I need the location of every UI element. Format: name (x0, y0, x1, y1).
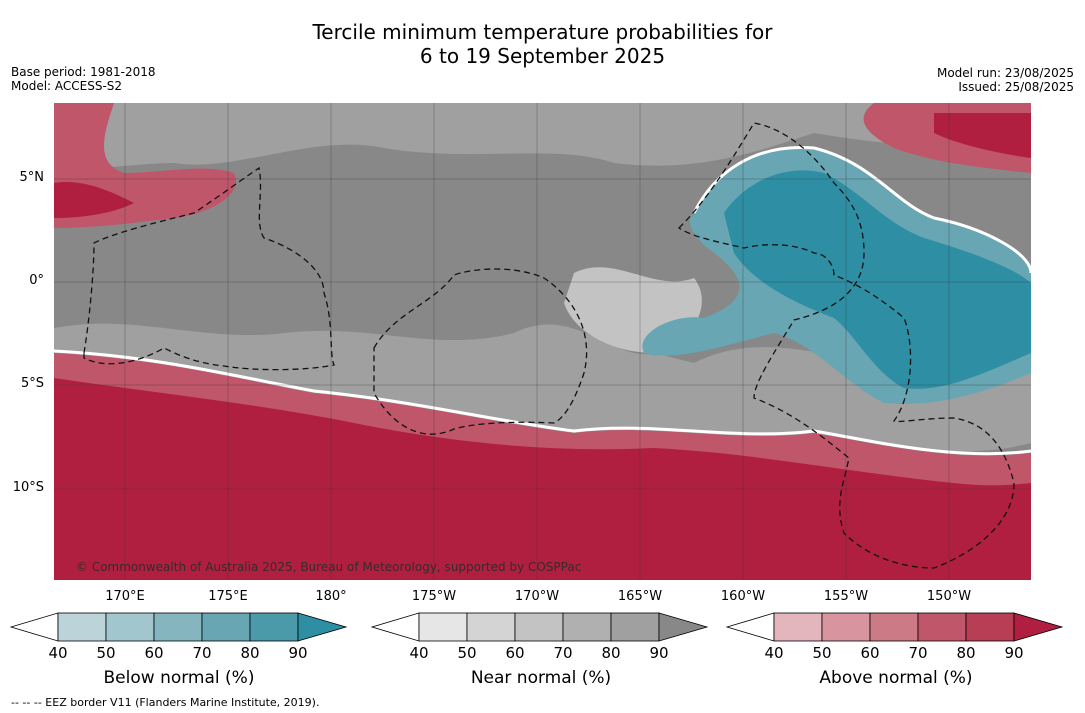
chart-title: Tercile minimum temperature probabilitie… (0, 20, 1085, 68)
colorbar-tick-label: 40 (48, 644, 68, 662)
x-tick-175w: 175°W (411, 589, 457, 604)
base-period: Base period: 1981-2018 (11, 65, 156, 79)
colorbar-tick-label: 60 (505, 644, 525, 662)
colorbar-segment-2 (153, 612, 203, 642)
x-tick-175e: 175°E (208, 589, 248, 604)
colorbar-tick-label: 80 (601, 644, 621, 662)
y-tick-5n: 5°N (19, 170, 45, 185)
x-tick-155w: 155°W (823, 589, 869, 604)
near-normal-band-south (54, 323, 1031, 452)
title-line-1: Tercile minimum temperature probabilitie… (312, 20, 773, 44)
colorbar-tick-label: 80 (240, 644, 260, 662)
below-normal-contour (692, 145, 1031, 274)
meta-right: Model run: 23/08/2025 Issued: 25/08/2025 (937, 66, 1074, 94)
above-normal-south-core (54, 378, 1031, 580)
colorbar-tick-label: 50 (812, 644, 832, 662)
colorbar-extend-low (371, 612, 420, 642)
above-normal-northwest-core (54, 182, 134, 218)
colorbar-tick-label: 70 (908, 644, 928, 662)
model-name: Model: ACCESS-S2 (11, 79, 123, 93)
y-tick-10s: 10°S (12, 480, 44, 495)
colorbar-segment-0 (773, 612, 823, 642)
issued-date: Issued: 25/08/2025 (958, 80, 1074, 94)
colorbar-segment-4 (249, 612, 299, 642)
colorbar-tick-label: 70 (192, 644, 212, 662)
colorbar-near (371, 612, 709, 642)
colorbar-below (10, 612, 348, 642)
colorbar-segment-0 (57, 612, 107, 642)
footnote: -- -- -- EEZ border V11 (Flanders Marine… (11, 696, 320, 709)
colorbar-tick-label: 60 (144, 644, 164, 662)
colorbar-tick-label: 40 (409, 644, 429, 662)
colorbar-below-title: Below normal (%) (103, 668, 255, 688)
meta-left: Base period: 1981-2018 Model: ACCESS-S2 (11, 65, 156, 93)
colorbar-segment-2 (869, 612, 919, 642)
y-tick-5s: 5°S (20, 376, 44, 391)
colorbar-extend-high (658, 612, 709, 642)
above-normal-northeast-core (934, 113, 1031, 158)
colorbar-segment-1 (105, 612, 155, 642)
eez-borders (83, 122, 1015, 569)
colorbar-segment-3 (562, 612, 612, 642)
colorbar-extend-low (726, 612, 775, 642)
copyright: © Commonwealth of Australia 2025, Bureau… (76, 560, 581, 574)
title-line-2: 6 to 19 September 2025 (419, 44, 666, 68)
x-tick-160w: 160°W (720, 589, 766, 604)
colorbar-tick-label: 90 (1004, 644, 1024, 662)
colorbar-tick-label: 90 (288, 644, 308, 662)
x-tick-165w: 165°W (617, 589, 663, 604)
colorbar-segment-3 (917, 612, 967, 642)
near-normal-band-north (54, 103, 1031, 168)
x-tick-170e: 170°E (105, 589, 145, 604)
x-tick-180: 180° (315, 589, 347, 604)
gridlines (54, 103, 1031, 580)
x-tick-170w: 170°W (514, 589, 560, 604)
colorbar-segment-4 (965, 612, 1015, 642)
colorbar-tick-label: 40 (764, 644, 784, 662)
probability-map: © Commonwealth of Australia 2025, Bureau… (54, 103, 1031, 580)
colorbar-extend-high (297, 612, 348, 642)
colorbar-extend-high (1013, 612, 1064, 642)
colorbar-segment-3 (201, 612, 251, 642)
colorbar-tick-label: 70 (553, 644, 573, 662)
above-normal-south-contour (54, 349, 1031, 456)
colorbar-segment-4 (610, 612, 660, 642)
colorbar-tick-label: 80 (956, 644, 976, 662)
colorbar-extend-low (10, 612, 59, 642)
colorbar-tick-label: 60 (860, 644, 880, 662)
colorbar-segment-2 (514, 612, 564, 642)
x-tick-150w: 150°W (926, 589, 972, 604)
colorbar-above (726, 612, 1064, 642)
colorbar-segment-1 (466, 612, 516, 642)
colorbar-segment-1 (821, 612, 871, 642)
below-normal-east-core (724, 170, 1031, 389)
colorbar-segment-0 (418, 612, 468, 642)
colorbar-tick-label: 50 (96, 644, 116, 662)
map-svg: © Commonwealth of Australia 2025, Bureau… (54, 103, 1031, 580)
y-tick-0: 0° (29, 273, 44, 288)
colorbar-tick-label: 90 (649, 644, 669, 662)
colorbar-tick-label: 50 (457, 644, 477, 662)
model-run: Model run: 23/08/2025 (936, 66, 1074, 80)
colorbar-near-title: Near normal (%) (470, 668, 612, 688)
colorbar-above-title: Above normal (%) (819, 668, 973, 688)
